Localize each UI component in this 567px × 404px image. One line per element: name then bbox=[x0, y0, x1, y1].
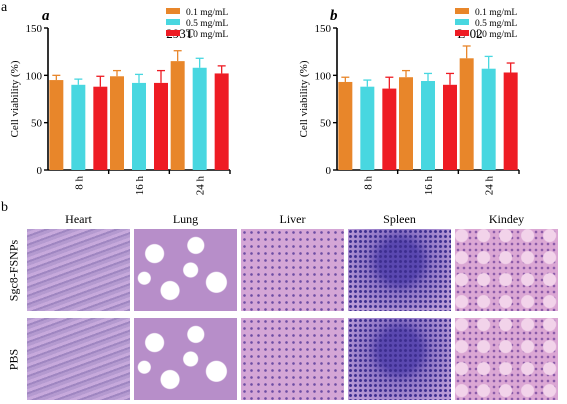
legend-swatch bbox=[166, 30, 180, 36]
micrograph-image bbox=[455, 318, 558, 400]
micrograph-image bbox=[348, 229, 451, 311]
micrograph-image bbox=[27, 229, 130, 311]
x-tick-label: 24 h bbox=[484, 176, 496, 196]
bar bbox=[170, 61, 185, 171]
micrograph-image bbox=[455, 229, 558, 311]
y-axis-label: Cell viability (%) bbox=[9, 60, 21, 137]
bar bbox=[382, 88, 397, 170]
bar bbox=[360, 86, 375, 170]
y-tick-label: 50 bbox=[31, 118, 43, 130]
bar bbox=[481, 68, 496, 170]
charts-area: a 293T 0 50 100 150 Cell viability (%) 8 h 16 h 2… bbox=[9, 8, 520, 196]
micrograph-row-label: PBS bbox=[6, 348, 21, 371]
micrograph-image bbox=[134, 318, 237, 400]
legend-swatch bbox=[455, 19, 469, 25]
chart-a: a 293T 0 50 100 150 Cell viability (%) 8 h 16 h 2… bbox=[9, 8, 231, 196]
legend-label: 1.0 mg/mL bbox=[475, 30, 517, 40]
chart-b: b L-02 0 50 100 150 Cell viability (%) 8 h 16 h 2… bbox=[298, 8, 520, 196]
y-tick-label: 50 bbox=[320, 118, 332, 130]
legend-label: 0.5 mg/mL bbox=[186, 19, 228, 29]
y-tick-label: 150 bbox=[315, 23, 332, 35]
bar bbox=[399, 77, 413, 170]
micrograph-image bbox=[241, 318, 344, 400]
x-tick-label: 8 h bbox=[362, 176, 374, 190]
chart-title: 293T bbox=[166, 26, 194, 41]
legend-swatch bbox=[455, 8, 469, 14]
chart-panel-letter: b bbox=[330, 8, 338, 24]
legend-label: 0.5 mg/mL bbox=[475, 19, 517, 29]
y-axis-label: Cell viability (%) bbox=[298, 60, 310, 137]
bar bbox=[132, 82, 146, 170]
tissue-column-label: Spleen bbox=[383, 212, 416, 226]
panel-a-label: a bbox=[1, 0, 8, 15]
legend-swatch bbox=[166, 19, 180, 25]
tissue-column-label: Lung bbox=[172, 212, 199, 226]
micrograph-row-label: Sgc8-FSNPs bbox=[6, 239, 21, 302]
x-tick-label: 24 h bbox=[195, 176, 207, 196]
x-tick-label: 16 h bbox=[134, 176, 146, 196]
tissue-column-label: Kindey bbox=[488, 212, 525, 226]
panel-b-label: b bbox=[1, 200, 8, 215]
micrograph-image bbox=[27, 318, 130, 400]
micrograph-image bbox=[241, 229, 344, 311]
bar bbox=[503, 72, 518, 170]
bar bbox=[338, 81, 353, 170]
chart-title: L-02 bbox=[457, 26, 482, 41]
y-tick-label: 0 bbox=[37, 165, 43, 177]
bar bbox=[154, 82, 168, 170]
bar bbox=[459, 58, 474, 170]
legend-swatch bbox=[166, 8, 180, 14]
legend-label: 1.0 mg/mL bbox=[186, 30, 228, 40]
legend-label: 0.1 mg/mL bbox=[475, 8, 517, 18]
y-tick-label: 0 bbox=[326, 165, 332, 177]
legend-swatch bbox=[455, 30, 469, 36]
bar bbox=[93, 86, 108, 170]
bar bbox=[71, 84, 86, 170]
y-tick-label: 100 bbox=[26, 70, 43, 82]
tissue-column-label: Liver bbox=[279, 212, 306, 226]
x-tick-label: 8 h bbox=[73, 176, 85, 190]
bar bbox=[192, 67, 207, 170]
bar bbox=[110, 76, 124, 170]
x-tick-label: 16 h bbox=[423, 176, 435, 196]
y-tick-label: 100 bbox=[315, 70, 332, 82]
micrograph-image bbox=[348, 318, 451, 400]
micrograph-image bbox=[134, 229, 237, 311]
legend-label: 0.1 mg/mL bbox=[186, 8, 228, 18]
tissue-column-label: Heart bbox=[65, 212, 92, 226]
bar bbox=[49, 80, 64, 170]
bar bbox=[421, 81, 435, 170]
chart-panel-letter: a bbox=[42, 8, 50, 24]
y-tick-label: 150 bbox=[26, 23, 43, 35]
bar bbox=[214, 73, 229, 170]
bar bbox=[443, 84, 457, 170]
